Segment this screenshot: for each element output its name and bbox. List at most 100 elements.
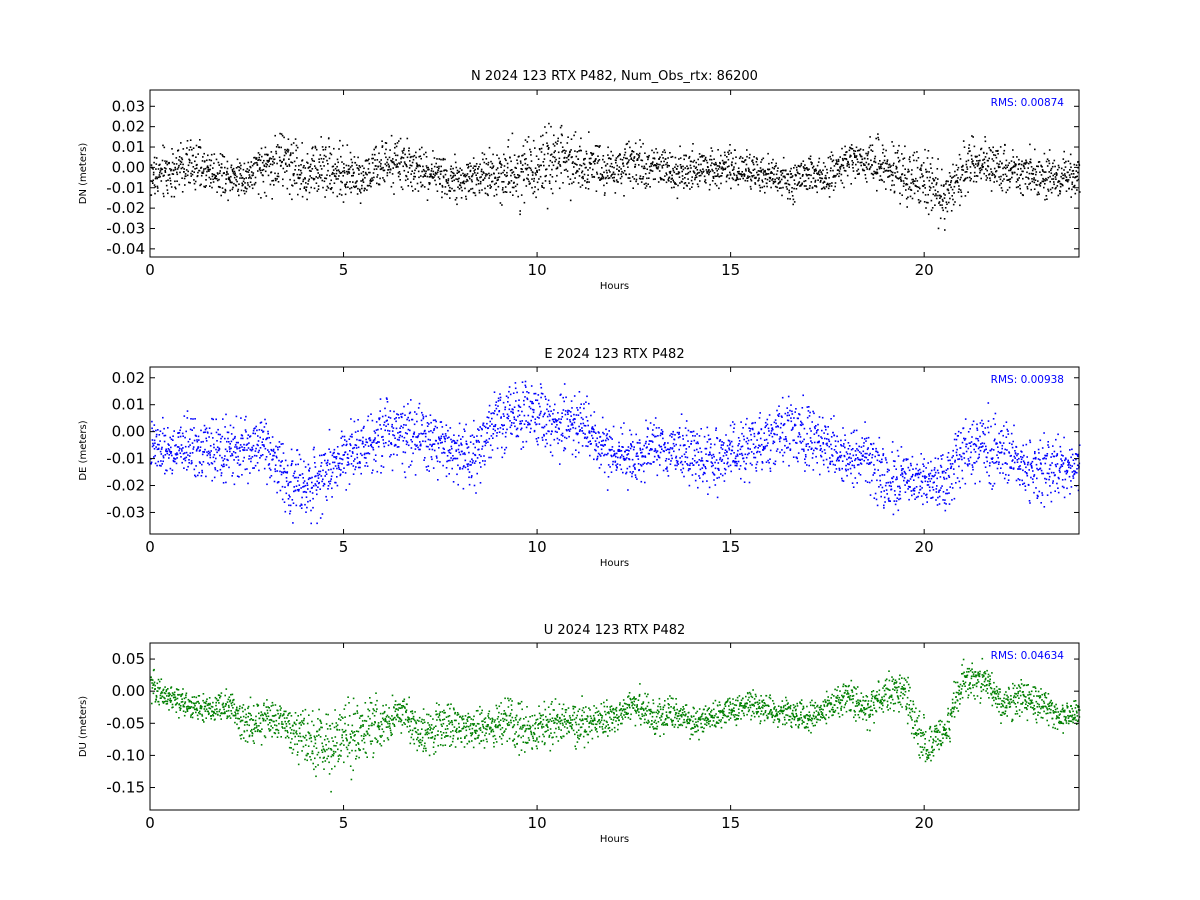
north-data-point: [511, 132, 514, 135]
north-data-point: [407, 178, 409, 180]
north-data-point: [425, 151, 427, 154]
north-data-point: [657, 163, 659, 166]
north-data-point: [348, 168, 351, 170]
east-data-point: [212, 456, 215, 459]
north-data-point: [898, 160, 900, 163]
east-data-point: [312, 497, 314, 500]
north-data-point: [642, 177, 644, 180]
north-data-point: [719, 162, 721, 165]
north-data-point: [935, 197, 938, 200]
north-data-point: [583, 163, 586, 166]
east-data-point: [464, 430, 466, 432]
north-data-point: [181, 177, 183, 179]
east-data-point: [323, 454, 326, 456]
north-data-point: [823, 181, 826, 183]
north-data-point: [394, 146, 396, 149]
north-data-point: [740, 175, 743, 178]
east-data-point: [631, 458, 634, 461]
north-data-point: [664, 175, 666, 177]
north-data-point: [517, 176, 520, 179]
north-data-point: [943, 218, 946, 220]
north-data-point: [1064, 175, 1066, 177]
east-data-point: [354, 431, 357, 433]
north-data-point: [477, 168, 479, 170]
north-data-point: [1056, 173, 1058, 175]
east-data-point: [214, 467, 216, 469]
north-data-point: [453, 179, 455, 182]
east-data-point: [153, 448, 156, 450]
east-data-point: [268, 467, 271, 470]
north-data-point: [436, 166, 438, 168]
east-data-point: [330, 475, 333, 478]
east-data-point: [186, 410, 189, 412]
east-data-point: [569, 428, 572, 430]
north-data-point: [888, 163, 891, 166]
north-data-point: [556, 143, 558, 145]
east-data-point: [477, 428, 479, 430]
east-data-point: [400, 413, 402, 415]
east-data-point: [656, 458, 658, 461]
north-data-point: [896, 152, 899, 154]
north-data-point: [476, 172, 479, 174]
north-data-point: [972, 180, 975, 183]
east-data-point: [213, 443, 215, 446]
east-data-point: [383, 421, 386, 424]
north-data-point: [496, 179, 498, 182]
east-data-point: [171, 454, 173, 457]
north-data-point: [573, 134, 575, 137]
east-data-point: [500, 416, 502, 418]
east-data-point: [611, 448, 613, 451]
north-scatter-points: [150, 122, 1081, 231]
north-data-point: [300, 169, 302, 172]
east-data-point: [431, 444, 433, 446]
east-data-point: [620, 450, 623, 452]
north-data-point: [723, 163, 725, 165]
north-data-point: [645, 185, 648, 187]
north-data-point: [404, 179, 407, 182]
north-data-point: [447, 179, 450, 182]
north-data-point: [601, 167, 603, 169]
north-data-point: [233, 182, 235, 185]
east-data-point: [607, 476, 610, 478]
east-data-point: [424, 440, 427, 443]
east-data-point: [559, 463, 561, 465]
north-data-point: [345, 164, 348, 167]
north-data-point: [794, 183, 796, 185]
north-data-point: [586, 181, 589, 183]
east-data-point: [407, 444, 410, 447]
north-data-point: [701, 154, 703, 157]
east-data-point: [296, 449, 299, 451]
north-data-point: [1051, 178, 1053, 180]
north-data-point: [681, 181, 683, 183]
north-data-point: [242, 168, 245, 171]
north-data-point: [879, 175, 882, 177]
north-data-point: [1008, 162, 1011, 164]
north-data-point: [688, 155, 691, 158]
north-data-point: [737, 183, 740, 186]
north-data-point: [1050, 191, 1053, 194]
north-data-point: [185, 169, 188, 171]
north-data-point: [352, 174, 354, 177]
north-data-point: [882, 171, 885, 173]
north-data-point: [954, 201, 956, 203]
north-data-point: [308, 169, 311, 172]
east-data-point: [194, 475, 197, 478]
north-data-point: [170, 168, 173, 171]
north-data-point: [227, 199, 229, 202]
north-data-point: [246, 170, 248, 173]
east-data-point: [220, 474, 223, 477]
north-data-point: [717, 149, 719, 151]
east-data-point: [261, 454, 264, 456]
east-data-point: [340, 458, 343, 460]
north-data-point: [1016, 173, 1018, 176]
east-data-point: [412, 435, 415, 438]
north-data-point: [531, 186, 533, 189]
north-data-point: [414, 175, 416, 178]
north-data-point: [177, 166, 180, 169]
north-data-point: [545, 131, 548, 134]
east-data-point: [523, 414, 526, 417]
north-data-point: [469, 162, 471, 165]
north-data-point: [1073, 163, 1076, 166]
north-data-point: [927, 193, 929, 196]
north-data-point: [875, 137, 877, 140]
